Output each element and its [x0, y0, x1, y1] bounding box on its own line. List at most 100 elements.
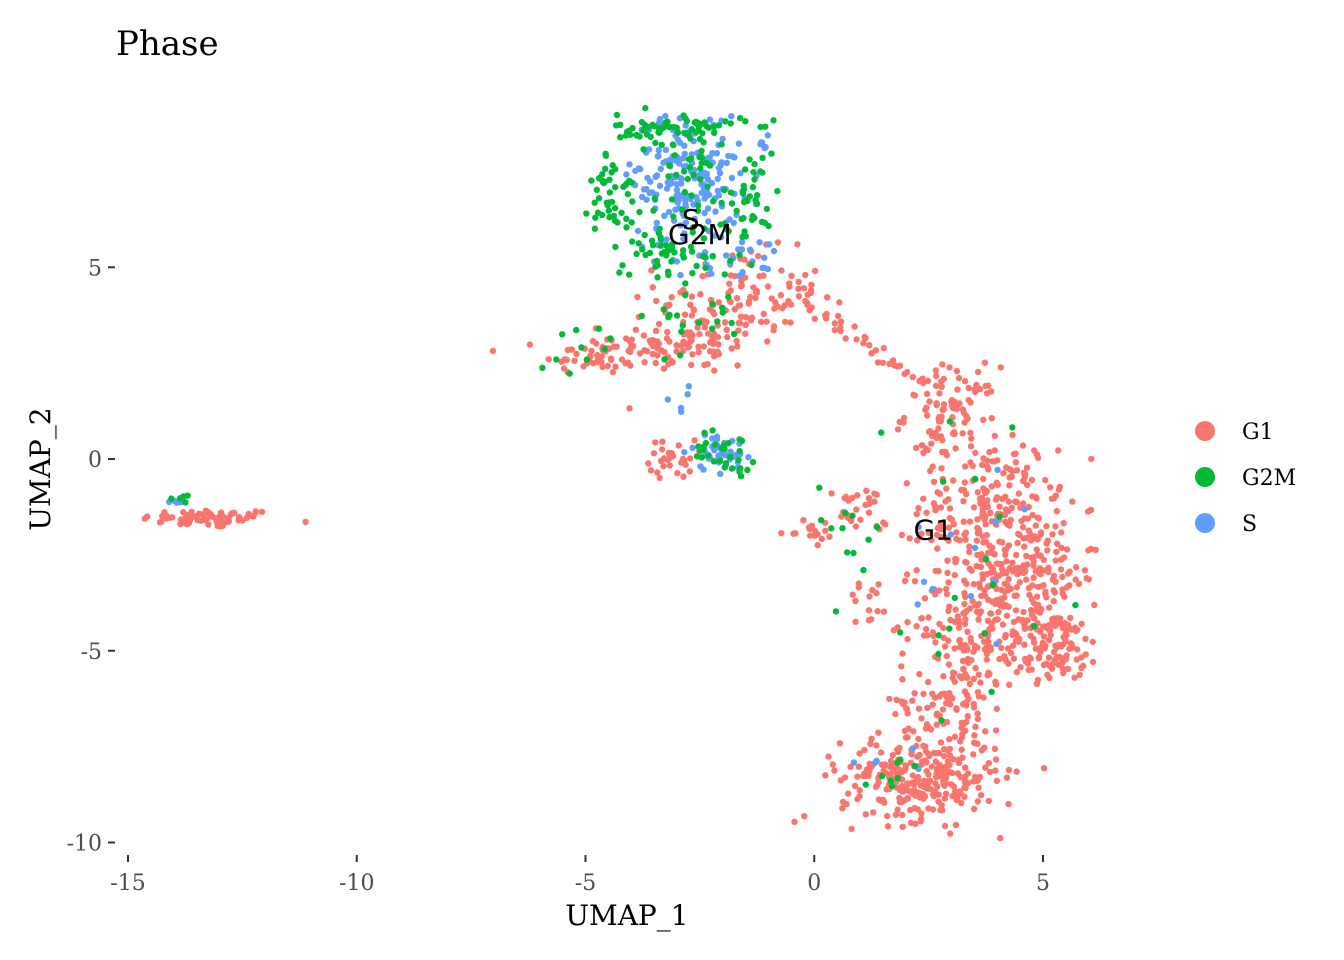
point-s — [756, 239, 763, 246]
point-g1 — [760, 310, 767, 318]
point-g1 — [993, 479, 1000, 486]
point-g1 — [854, 773, 861, 780]
point-g1 — [863, 487, 870, 494]
point-g1 — [959, 657, 967, 665]
point-g1 — [911, 392, 919, 399]
point-g1 — [986, 448, 993, 456]
point-g1 — [930, 500, 938, 507]
point-g1 — [944, 569, 951, 577]
point-g1 — [993, 705, 1000, 712]
point-g1 — [936, 587, 943, 594]
point-g1 — [865, 495, 873, 502]
point-g1 — [907, 819, 915, 827]
point-g2m — [698, 154, 706, 161]
x-axis-label: UMAP_1 — [565, 899, 688, 932]
point-g2m — [623, 215, 630, 222]
point-s — [764, 265, 771, 273]
point-g2m — [751, 176, 758, 183]
point-g2m — [616, 269, 623, 276]
point-g1 — [977, 679, 984, 686]
point-g1 — [962, 529, 969, 536]
point-g1 — [951, 618, 959, 625]
point-g1 — [877, 749, 885, 756]
point-g1 — [705, 330, 712, 337]
point-g1 — [641, 359, 648, 366]
point-g2m — [613, 111, 621, 119]
point-g1 — [141, 515, 149, 522]
point-g1 — [1037, 644, 1044, 651]
point-g1 — [970, 675, 977, 683]
x-tick-label: -10 — [339, 871, 374, 896]
point-g1 — [1044, 538, 1052, 545]
point-g1 — [836, 299, 843, 306]
point-g1 — [831, 320, 838, 327]
point-g1 — [800, 517, 807, 524]
point-g2m — [595, 325, 603, 332]
point-g1 — [724, 333, 731, 341]
point-g1 — [1058, 529, 1065, 536]
point-g1 — [654, 345, 661, 352]
point-g1 — [675, 442, 682, 449]
point-g1 — [988, 563, 995, 571]
point-g1 — [903, 705, 911, 713]
point-g2m — [894, 774, 901, 782]
point-g1 — [1023, 481, 1031, 489]
point-g1 — [937, 504, 945, 511]
point-g1 — [929, 690, 936, 697]
point-g2m — [654, 262, 661, 269]
point-g1 — [1040, 582, 1047, 589]
point-g2m — [951, 594, 958, 602]
point-g1 — [889, 751, 896, 759]
point-g1 — [926, 398, 933, 405]
point-g1 — [205, 521, 212, 528]
point-g1 — [932, 639, 939, 646]
point-g1 — [906, 535, 913, 542]
point-g1 — [988, 388, 995, 395]
point-g2m — [593, 186, 600, 193]
point-g1 — [647, 339, 655, 346]
point-s — [765, 241, 773, 248]
point-g2m — [727, 189, 735, 196]
point-g2m — [694, 207, 702, 214]
point-g1 — [1025, 584, 1033, 592]
point-g2m — [982, 555, 990, 563]
point-g1 — [221, 519, 228, 527]
point-g1 — [1027, 537, 1035, 544]
point-g1 — [961, 600, 968, 608]
point-g2m — [689, 248, 696, 255]
point-g2m — [657, 126, 665, 133]
point-g2m — [642, 104, 649, 112]
point-g1 — [1078, 620, 1085, 628]
point-g2m — [753, 200, 761, 207]
point-g1 — [892, 811, 900, 818]
point-g1 — [568, 346, 575, 353]
cluster-label: S — [682, 203, 700, 236]
point-s — [719, 135, 726, 143]
point-g2m — [607, 335, 614, 342]
point-g2m — [728, 319, 735, 327]
point-g1 — [1037, 531, 1045, 538]
point-g1 — [978, 747, 985, 754]
point-g2m — [664, 118, 671, 125]
point-g2m — [935, 632, 942, 639]
point-g1 — [1074, 626, 1081, 634]
point-g2m — [628, 219, 635, 226]
point-g1 — [737, 313, 745, 320]
point-g1 — [1030, 574, 1037, 581]
point-g2m — [583, 210, 590, 217]
point-g1 — [694, 324, 701, 331]
axes: -15 -10 -5 0 5 5 0 -5 -10 — [67, 256, 1050, 896]
point-s — [662, 112, 669, 120]
point-g1 — [950, 783, 958, 790]
point-g2m — [606, 213, 613, 221]
point-g1 — [926, 752, 933, 760]
point-g1 — [660, 455, 668, 463]
point-g1 — [907, 806, 914, 814]
point-g1 — [954, 386, 961, 393]
point-g1 — [901, 727, 909, 734]
point-g1 — [943, 585, 950, 593]
point-g1 — [980, 509, 987, 517]
point-g1 — [886, 695, 893, 703]
point-g1 — [866, 342, 873, 349]
point-g2m — [746, 156, 753, 163]
